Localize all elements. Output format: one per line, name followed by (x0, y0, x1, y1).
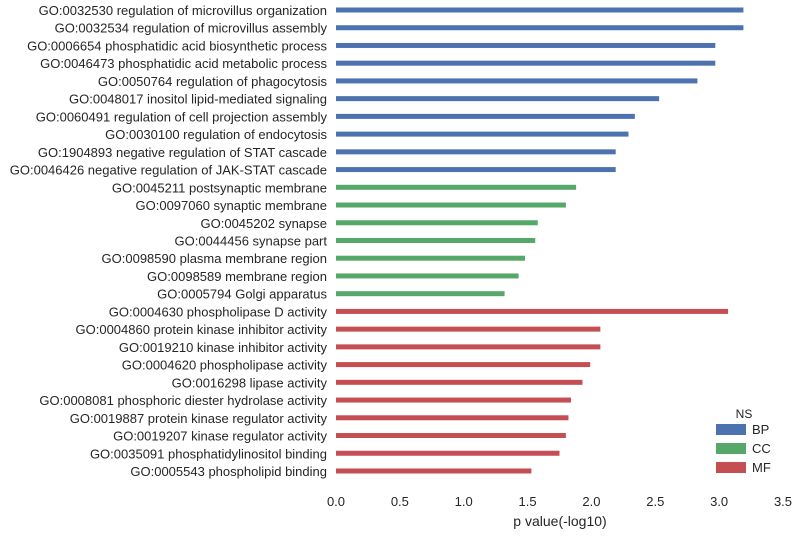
category-label: GO:0045202 synapse (201, 216, 327, 231)
category-label: GO:0019210 kinase inhibitor activity (119, 340, 328, 355)
category-label: GO:0005543 phospholipid binding (130, 464, 327, 479)
legend: NS BP CC MF (716, 407, 771, 475)
category-label: GO:0060491 regulation of cell projection… (36, 109, 328, 124)
x-tick-labels-layer: 0.0 0.5 1.0 1.5 2.0 2.5 3.0 3.5 (327, 494, 792, 509)
x-tick-label: 1.0 (455, 494, 473, 509)
x-tick-label: 2.5 (646, 494, 664, 509)
bars-layer (336, 7, 744, 474)
category-label: GO:0019207 kinase regulator activity (113, 429, 327, 444)
x-tick-label: 2.0 (582, 494, 600, 509)
category-label: GO:0004860 protein kinase inhibitor acti… (76, 322, 328, 337)
bar-bp (336, 7, 744, 13)
category-label: GO:0046426 negative regulation of JAK-ST… (10, 163, 327, 178)
category-label: GO:0045211 postsynaptic membrane (112, 180, 327, 195)
x-tick-label: 3.5 (774, 494, 792, 509)
bar-mf (336, 344, 601, 350)
category-label: GO:0004630 phospholipase D activity (109, 304, 328, 319)
bar-bp (336, 60, 716, 66)
category-label: GO:0030100 regulation of endocytosis (105, 127, 327, 142)
bar-cc (336, 220, 538, 226)
bar-cc (336, 202, 566, 208)
x-axis-label: p value(-log10) (513, 513, 606, 529)
category-label: GO:0035091 phosphatidylinositol binding (90, 446, 327, 461)
bar-mf (336, 308, 729, 314)
category-label: GO:0008081 phosphoric diester hydrolase … (39, 393, 327, 408)
bar-cc (336, 255, 526, 261)
bar-cc (336, 184, 577, 190)
bar-mf (336, 433, 566, 439)
bar-cc (336, 291, 505, 297)
category-label: GO:0050764 regulation of phagocytosis (98, 74, 328, 89)
category-label: GO:0005794 Golgi apparatus (157, 287, 327, 302)
bar-mf (336, 397, 571, 403)
bar-bp (336, 113, 635, 119)
legend-label-bp: BP (752, 422, 769, 437)
category-label: GO:0097060 synaptic membrane (136, 198, 328, 213)
category-label: GO:0004620 phospholipase activity (122, 358, 328, 373)
category-label: GO:0048017 inositol lipid-mediated signa… (69, 92, 327, 107)
legend-label-mf: MF (752, 460, 771, 475)
bar-mf (336, 468, 532, 474)
bar-bp (336, 96, 660, 102)
x-tick-label: 0.5 (391, 494, 409, 509)
bar-mf (336, 379, 583, 385)
bar-cc (336, 237, 536, 243)
legend-label-cc: CC (752, 441, 771, 456)
bar-mf (336, 326, 601, 332)
bar-bp (336, 42, 716, 48)
legend-swatch-cc (716, 443, 746, 454)
category-label: GO:0032530 regulation of microvillus org… (39, 3, 327, 18)
legend-swatch-mf (716, 462, 746, 473)
legend-title: NS (736, 407, 753, 421)
category-label: GO:0019887 protein kinase regulator acti… (70, 411, 328, 426)
category-label: GO:0098590 plasma membrane region (102, 251, 327, 266)
bar-bp (336, 78, 698, 84)
bar-mf (336, 362, 591, 368)
bar-mf (336, 450, 560, 456)
category-label: GO:0016298 lipase activity (172, 375, 328, 390)
category-label: GO:1904893 negative regulation of STAT c… (38, 145, 327, 160)
category-label: GO:0032534 regulation of microvillus ass… (55, 21, 328, 36)
bar-bp (336, 167, 616, 173)
x-tick-label: 0.0 (327, 494, 345, 509)
category-label: GO:0006654 phosphatidic acid biosyntheti… (27, 38, 327, 53)
legend-swatch-bp (716, 424, 746, 435)
category-label: GO:0098589 membrane region (147, 269, 327, 284)
bar-bp (336, 25, 744, 31)
bar-bp (336, 131, 629, 137)
bar-mf (336, 415, 569, 421)
x-tick-label: 1.5 (519, 494, 537, 509)
category-label: GO:0044456 synapse part (175, 233, 328, 248)
bar-cc (336, 273, 519, 279)
category-labels-layer: GO:0032530 regulation of microvillus org… (10, 3, 328, 479)
bar-bp (336, 149, 616, 155)
category-label: GO:0046473 phosphatidic acid metabolic p… (40, 56, 327, 71)
x-tick-label: 3.0 (710, 494, 728, 509)
